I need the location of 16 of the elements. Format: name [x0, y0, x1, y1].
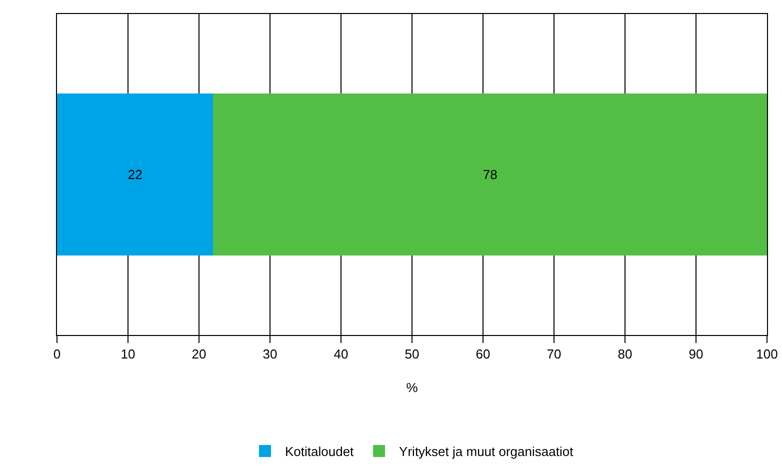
- x-tick-label: 60: [476, 346, 490, 362]
- x-axis-title: %: [406, 380, 418, 396]
- x-tick-label: 90: [688, 346, 704, 362]
- data-label: 22: [128, 167, 142, 182]
- data-label: 78: [482, 167, 498, 182]
- legend-label: Kotitaloudet: [285, 444, 354, 460]
- legend-label: Yritykset ja muut organisaatiot: [399, 444, 574, 460]
- x-tick-label: 30: [262, 346, 278, 362]
- x-tick-label: 10: [120, 346, 136, 362]
- x-tick-label: 100: [756, 346, 778, 362]
- x-tick-label: 20: [192, 346, 206, 362]
- x-tick-label: 40: [334, 346, 348, 362]
- x-tick-label: 70: [546, 346, 562, 362]
- x-tick-label: 80: [618, 346, 632, 362]
- x-tick-label: 50: [404, 346, 420, 362]
- x-tick-label: 0: [53, 346, 61, 362]
